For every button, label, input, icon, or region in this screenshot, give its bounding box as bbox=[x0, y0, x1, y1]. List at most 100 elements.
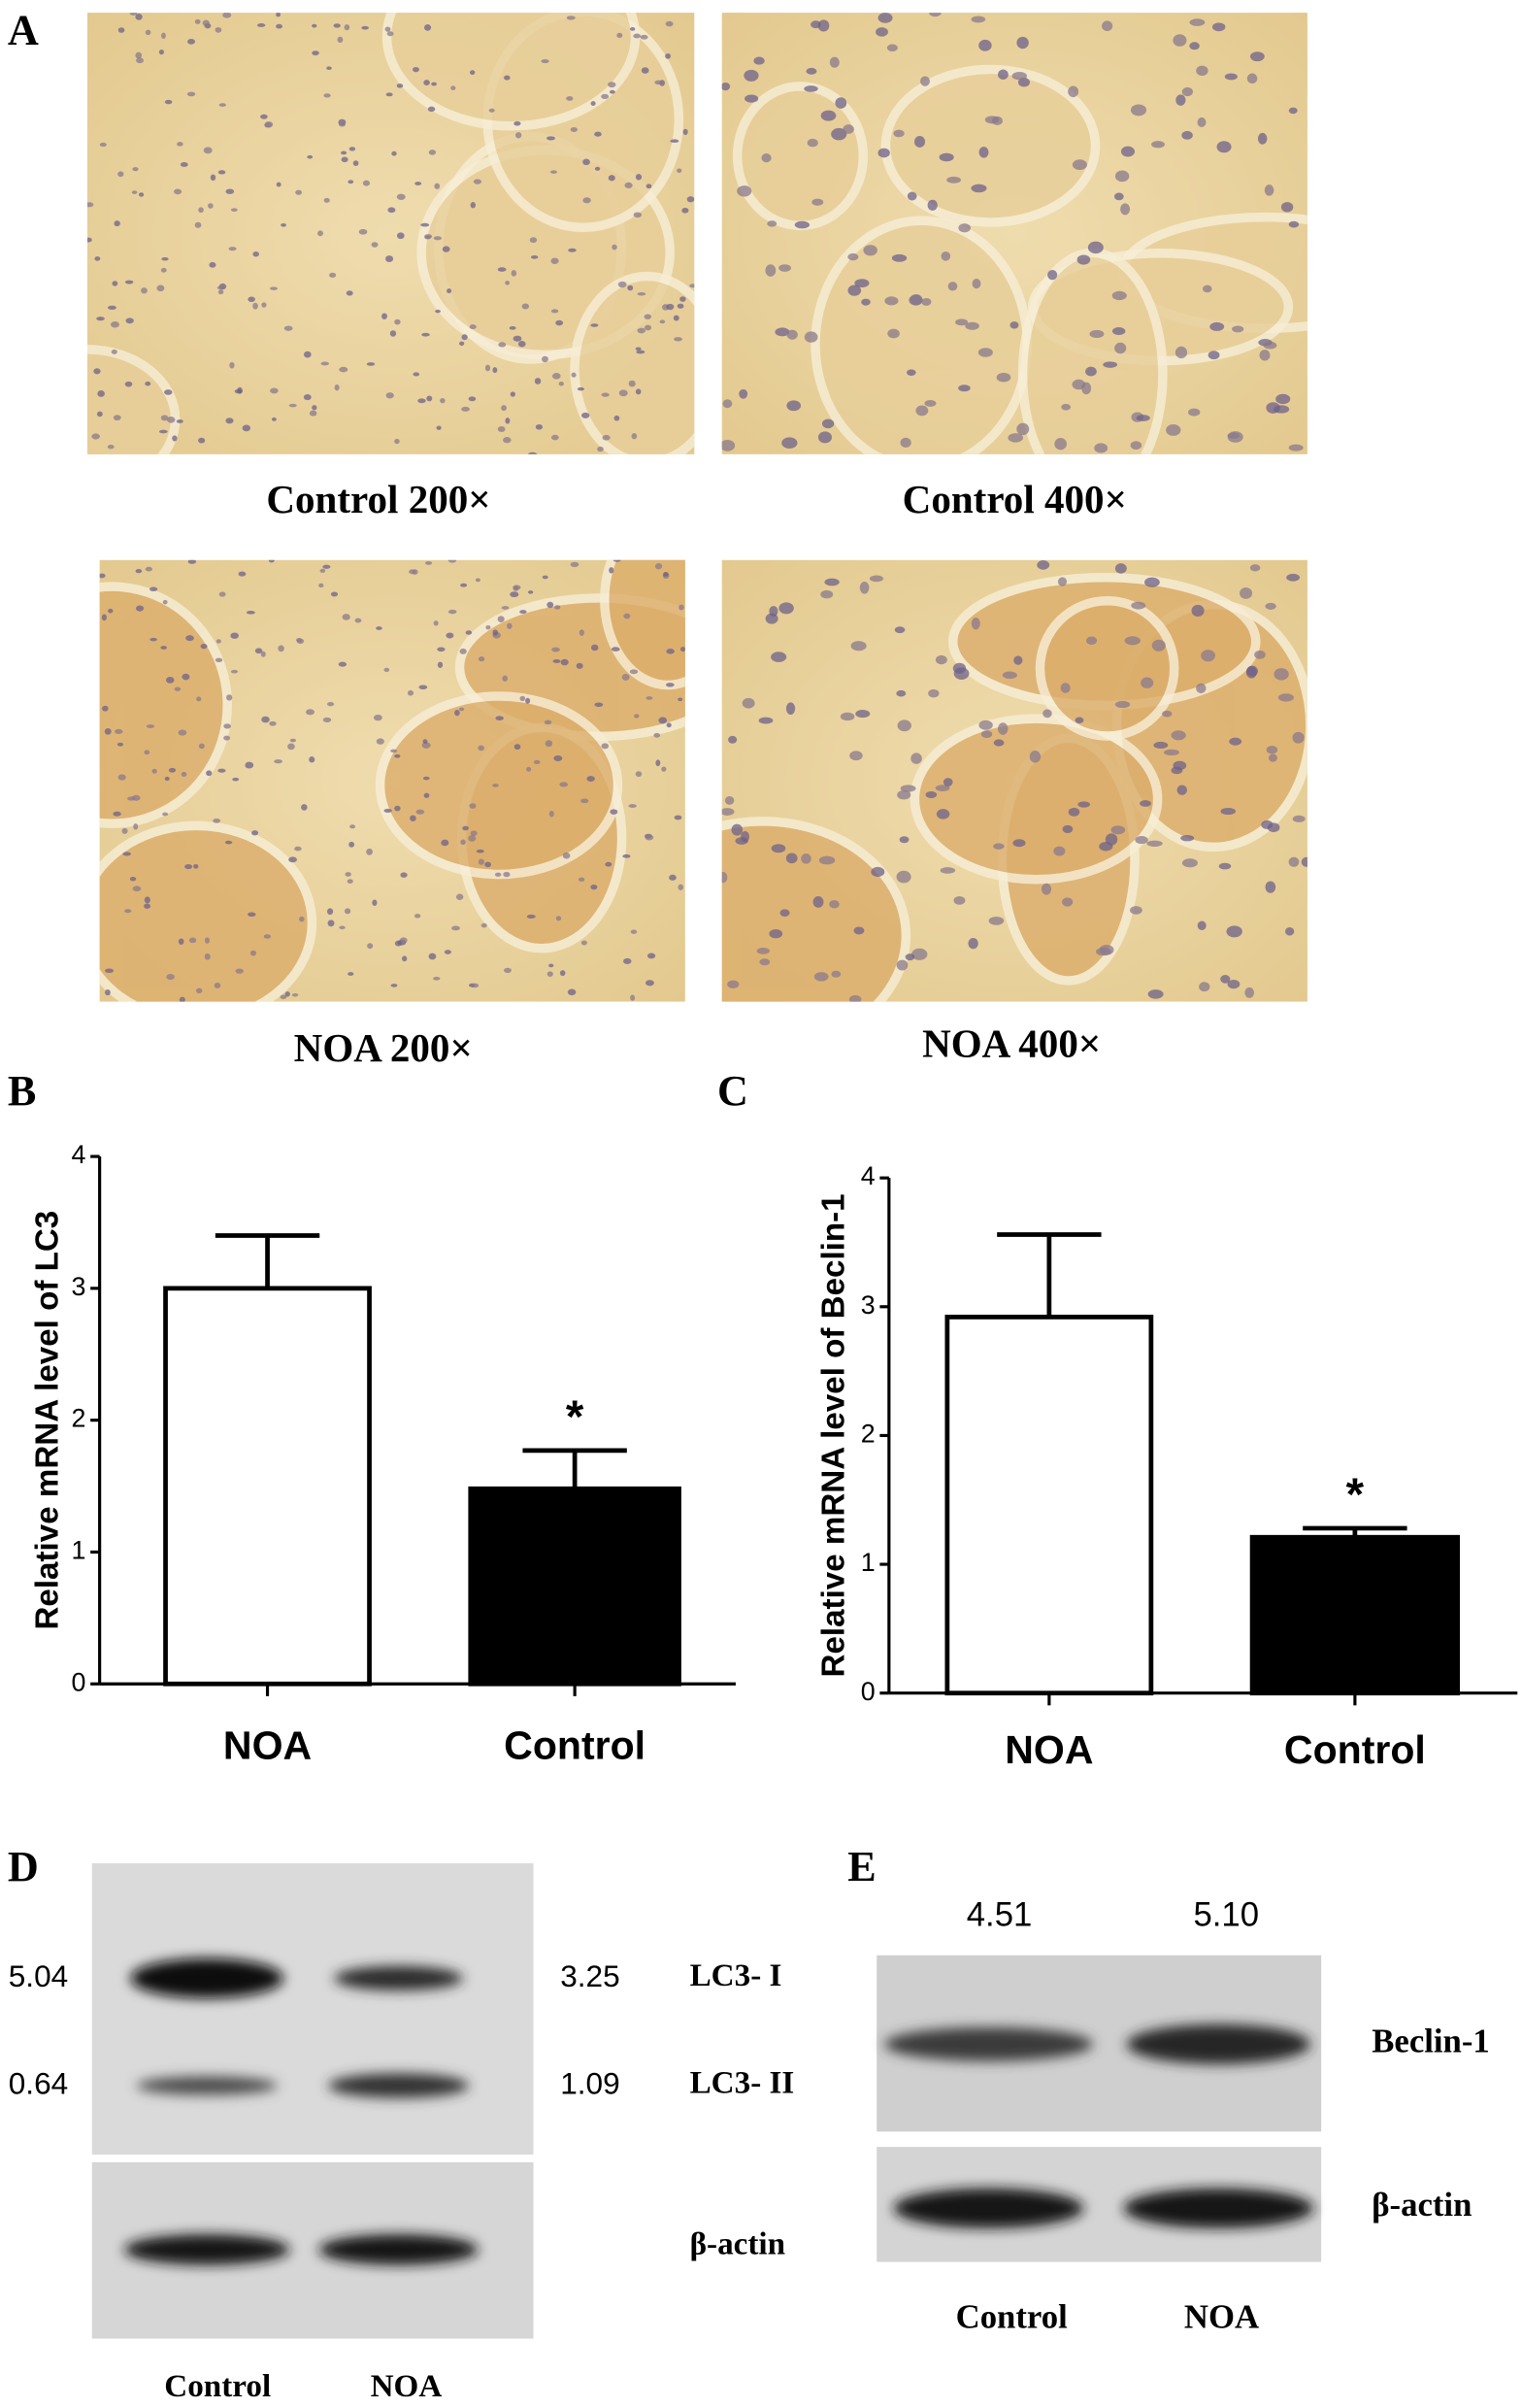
nucleus bbox=[978, 719, 993, 730]
nucleus bbox=[744, 94, 759, 103]
nucleus bbox=[507, 622, 513, 629]
nucleus bbox=[778, 602, 794, 615]
nucleus bbox=[269, 720, 277, 726]
nucleus bbox=[168, 767, 177, 773]
nucleus bbox=[1130, 104, 1147, 117]
nucleus bbox=[158, 429, 168, 434]
nucleus bbox=[484, 364, 491, 372]
nucleus bbox=[93, 368, 101, 375]
nucleus bbox=[174, 188, 182, 195]
nucleus bbox=[645, 980, 654, 987]
nucleus bbox=[127, 796, 136, 801]
nucleus bbox=[1196, 683, 1207, 694]
nucleus bbox=[936, 809, 950, 819]
image-caption: Control 200× bbox=[266, 477, 490, 521]
nucleus bbox=[462, 825, 469, 831]
nucleus bbox=[617, 281, 627, 288]
nucleus bbox=[884, 296, 899, 306]
nucleus bbox=[971, 618, 980, 630]
nucleus bbox=[1244, 987, 1254, 998]
nucleus bbox=[270, 387, 279, 394]
nucleus bbox=[658, 717, 668, 724]
nucleus bbox=[478, 656, 485, 662]
nucleus bbox=[630, 994, 636, 1001]
nucleus bbox=[374, 714, 382, 721]
nucleus bbox=[480, 922, 487, 928]
nucleus bbox=[225, 418, 234, 424]
histology-image bbox=[721, 559, 1307, 1002]
nucleus bbox=[107, 444, 115, 450]
nucleus bbox=[354, 618, 362, 623]
nucleus bbox=[1061, 403, 1072, 411]
nucleus bbox=[261, 716, 270, 723]
nucleus bbox=[1288, 444, 1304, 452]
nucleus bbox=[1202, 284, 1212, 293]
nucleus bbox=[1111, 327, 1126, 336]
nucleus bbox=[1141, 677, 1154, 688]
nucleus bbox=[391, 150, 397, 156]
nucleus bbox=[905, 953, 915, 961]
nucleus bbox=[461, 334, 468, 341]
nucleus bbox=[144, 896, 150, 904]
nucleus bbox=[276, 182, 281, 187]
panel-label: A bbox=[8, 6, 39, 53]
nucleus bbox=[541, 59, 549, 64]
nucleus bbox=[423, 24, 432, 31]
nucleus bbox=[271, 417, 277, 421]
nucleus bbox=[609, 567, 614, 574]
nucleus bbox=[124, 381, 133, 387]
nucleus bbox=[1259, 350, 1271, 361]
nucleus bbox=[455, 893, 464, 900]
nucleus bbox=[758, 717, 774, 724]
nucleus bbox=[546, 971, 553, 977]
nucleus bbox=[1274, 668, 1289, 681]
nucleus bbox=[422, 776, 430, 781]
nucleus bbox=[135, 14, 143, 20]
nucleus bbox=[502, 675, 509, 682]
nucleus bbox=[284, 991, 290, 997]
nucleus bbox=[213, 818, 221, 823]
nucleus bbox=[913, 136, 926, 148]
nucleus bbox=[510, 391, 515, 397]
nucleus bbox=[414, 914, 421, 919]
image-caption: Control 400× bbox=[903, 477, 1127, 521]
nucleus bbox=[972, 279, 981, 289]
nucleus bbox=[761, 153, 772, 163]
nucleus bbox=[1120, 203, 1131, 216]
nucleus bbox=[1147, 989, 1164, 999]
nucleus bbox=[594, 166, 601, 171]
nucleus bbox=[475, 578, 480, 583]
bar bbox=[1249, 1534, 1461, 1696]
histology-image bbox=[99, 559, 685, 1002]
nucleus bbox=[925, 791, 938, 799]
nucleus bbox=[215, 26, 222, 33]
nucleus bbox=[678, 884, 684, 890]
nucleus bbox=[141, 287, 148, 294]
nucleus bbox=[96, 411, 103, 418]
nucleus bbox=[149, 586, 158, 591]
nucleus bbox=[1081, 382, 1092, 395]
nucleus bbox=[869, 575, 884, 583]
nucleus bbox=[579, 629, 584, 636]
nucleus bbox=[769, 606, 778, 618]
band bbox=[1126, 2023, 1311, 2064]
nucleus bbox=[470, 983, 480, 988]
nucleus bbox=[915, 405, 929, 417]
nucleus bbox=[1265, 602, 1276, 610]
nucleus bbox=[131, 190, 138, 194]
nucleus bbox=[1124, 636, 1141, 646]
quant-value: 5.04 bbox=[9, 1958, 68, 1993]
nucleus bbox=[172, 435, 178, 442]
nucleus bbox=[1047, 270, 1058, 281]
y-axis-label: Relative mRNA level of Beclin-1 bbox=[815, 1193, 851, 1677]
nucleus bbox=[229, 361, 235, 369]
nucleus bbox=[618, 389, 628, 397]
nucleus bbox=[907, 369, 916, 376]
nucleus bbox=[132, 167, 139, 172]
nucleus bbox=[198, 207, 204, 214]
nucleus bbox=[133, 823, 139, 830]
y-tick-label: 4 bbox=[861, 1161, 876, 1190]
nucleus bbox=[161, 256, 169, 261]
nucleus bbox=[179, 996, 185, 1002]
nucleus bbox=[303, 394, 312, 401]
